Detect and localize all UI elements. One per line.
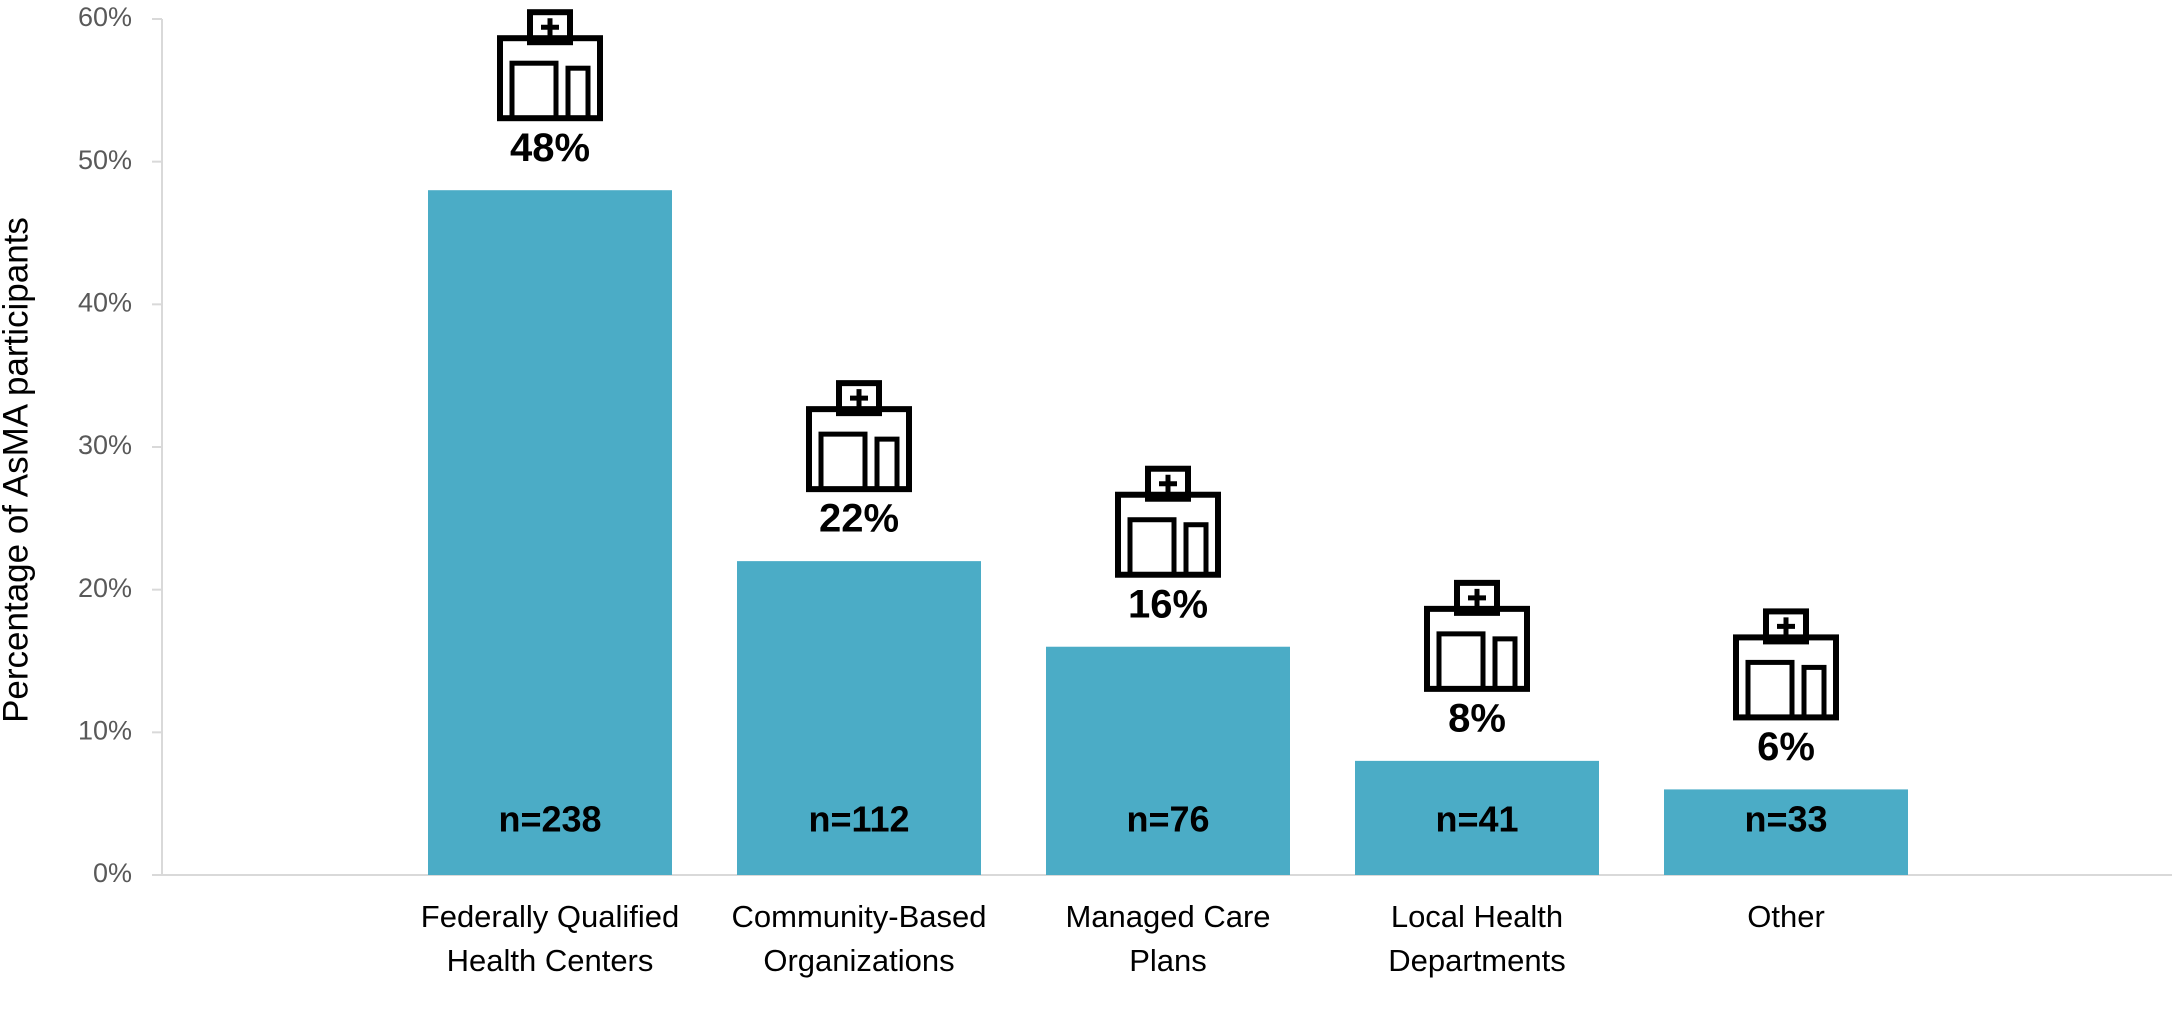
value-label: 6% <box>1757 725 1815 769</box>
bar <box>428 190 672 875</box>
y-tick-label: 10% <box>78 715 132 745</box>
bar <box>1046 646 1290 875</box>
icon-part <box>1183 522 1209 578</box>
icon-part <box>1424 605 1530 692</box>
icon-part <box>1436 631 1486 692</box>
icon-part <box>1801 664 1827 720</box>
value-label: 8% <box>1448 696 1506 740</box>
icon <box>1733 608 1839 721</box>
icon-part <box>1127 517 1177 578</box>
icon-part <box>1115 491 1221 578</box>
y-tick-label: 30% <box>78 430 132 460</box>
bar <box>1355 760 1599 875</box>
icon-part <box>1763 608 1809 645</box>
y-axis-title: Percentage of AsMA participants <box>0 217 35 723</box>
n-label: n=76 <box>1126 799 1209 840</box>
icon <box>806 380 912 493</box>
icon <box>1115 465 1221 578</box>
icon-part <box>818 431 868 492</box>
bar <box>737 561 981 875</box>
bar <box>1664 789 1908 875</box>
x-tick-label: Federally Qualified Health Centers <box>420 899 680 978</box>
icon-part <box>806 406 912 493</box>
icon-part <box>565 65 591 121</box>
icon-part <box>874 436 900 492</box>
y-tick-label: 50% <box>78 145 132 175</box>
icon-part <box>1454 579 1500 616</box>
y-tick-label: 40% <box>78 287 132 317</box>
value-label: 16% <box>1128 582 1208 626</box>
icon-part <box>1145 465 1191 502</box>
value-label: 48% <box>510 126 590 170</box>
x-tick-label: Community-Based Organizations <box>731 899 987 978</box>
n-label: n=33 <box>1744 799 1827 840</box>
y-tick-label: 20% <box>78 573 132 603</box>
icon-part <box>1159 474 1177 493</box>
value-label: 22% <box>819 497 899 541</box>
icon-part <box>527 9 573 46</box>
icon-part <box>1733 634 1839 721</box>
n-label: n=112 <box>808 799 909 840</box>
icon <box>1424 579 1530 692</box>
icon-part <box>1777 617 1795 636</box>
x-tick-label: Managed Care Plans <box>1065 899 1271 978</box>
n-label: n=41 <box>1435 799 1518 840</box>
icon-part <box>541 18 559 37</box>
icon <box>497 9 603 122</box>
n-label: n=238 <box>498 799 601 840</box>
y-tick-label: 0% <box>93 858 132 888</box>
x-tick-label: Local Health Departments <box>1388 899 1566 978</box>
icon-part <box>1745 659 1795 720</box>
icon-part <box>509 60 559 121</box>
icon-part <box>836 380 882 417</box>
icon-part <box>850 389 868 408</box>
icon-part <box>1468 588 1486 607</box>
y-tick-label: 60% <box>78 2 132 32</box>
icon-part <box>497 35 603 122</box>
icon-part <box>1492 636 1518 692</box>
x-tick-label: Other <box>1747 899 1825 934</box>
